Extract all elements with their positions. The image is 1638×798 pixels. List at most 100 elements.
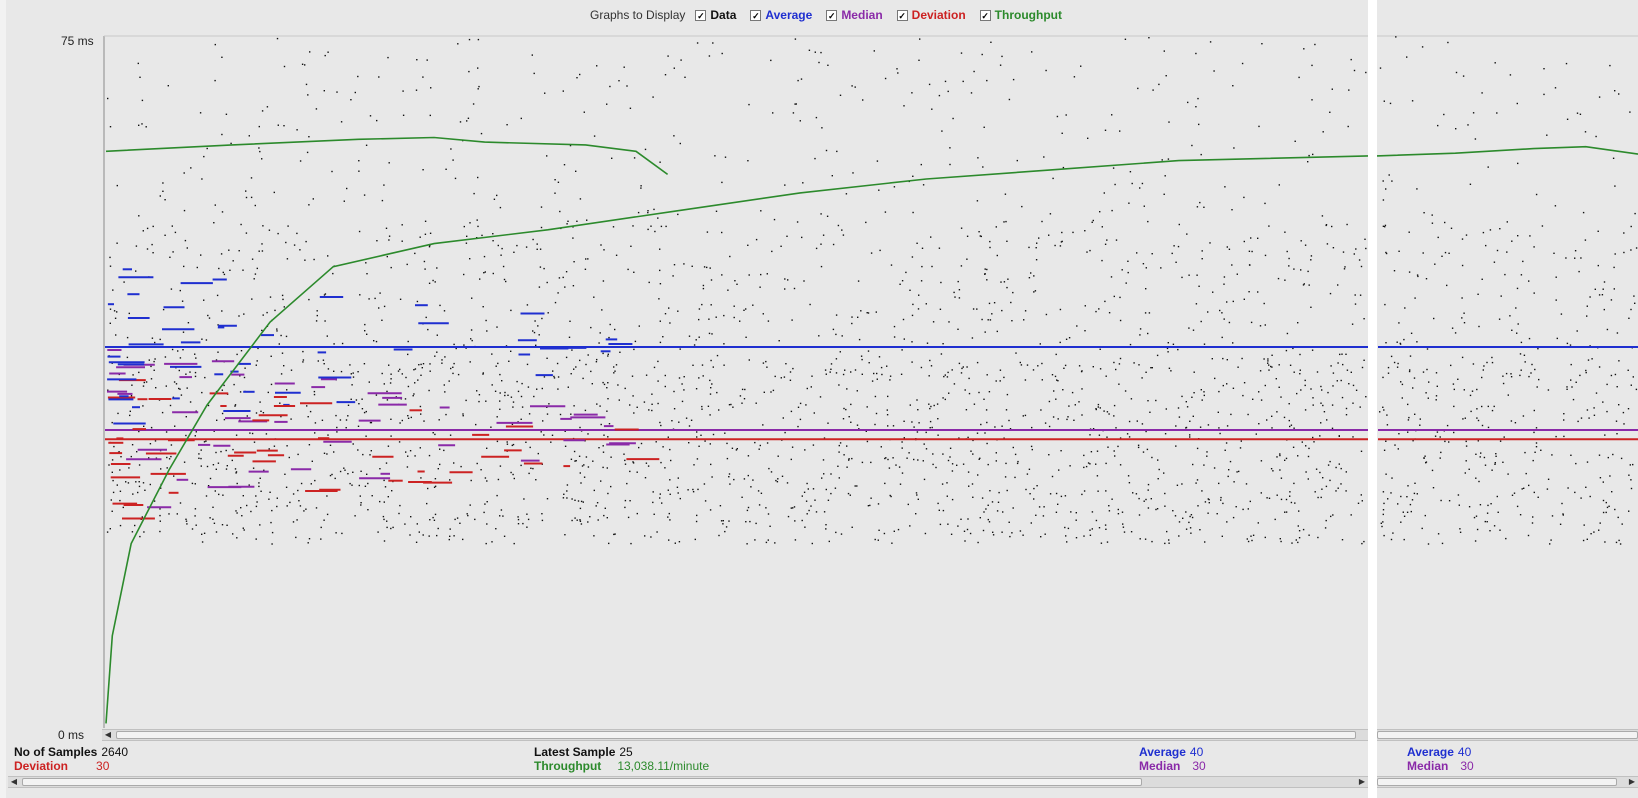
data-point: [576, 519, 578, 521]
data-point: [1379, 67, 1382, 69]
data-point: [506, 441, 508, 443]
data-point: [613, 533, 615, 536]
data-point: [743, 398, 746, 400]
data-point: [696, 431, 698, 433]
data-point: [1024, 379, 1027, 381]
checkbox-icon[interactable]: ✓: [979, 9, 991, 21]
scroll-thumb[interactable]: [116, 731, 1356, 739]
data-point: [1511, 494, 1514, 496]
data-point: [1160, 267, 1162, 269]
scroll-left-arrow-icon[interactable]: ◀: [104, 730, 112, 739]
data-point: [835, 531, 837, 534]
data-point: [1009, 535, 1011, 538]
data-point: [659, 248, 661, 250]
data-point: [430, 87, 432, 89]
data-point: [1045, 313, 1048, 316]
data-point: [1609, 475, 1611, 477]
scroll-thumb[interactable]: [22, 778, 1142, 786]
data-point: [1514, 422, 1517, 424]
data-point: [993, 302, 996, 304]
scroll-right-arrow-icon[interactable]: ▶: [1628, 777, 1636, 786]
data-point: [598, 447, 600, 449]
data-point: [1517, 323, 1519, 325]
data-point: [662, 336, 664, 338]
checkbox-icon[interactable]: ✓: [896, 9, 908, 21]
data-point: [241, 515, 243, 517]
data-point: [350, 398, 352, 400]
data-point: [150, 378, 153, 380]
data-point: [603, 249, 605, 251]
data-point: [1332, 372, 1335, 374]
data-point: [844, 369, 846, 371]
legend-throughput[interactable]: ✓ Throughput: [979, 8, 1062, 22]
scroll-thumb[interactable]: [1377, 731, 1638, 739]
data-point: [360, 504, 362, 506]
data-point: [1443, 113, 1445, 116]
data-point: [386, 520, 388, 522]
data-point: [915, 492, 918, 494]
data-point: [1135, 493, 1138, 495]
data-point: [512, 406, 514, 408]
data-point: [611, 157, 613, 159]
data-point: [1330, 365, 1332, 367]
data-point: [536, 248, 538, 250]
data-point: [434, 355, 436, 357]
data-point: [1509, 74, 1512, 76]
legend-deviation[interactable]: ✓ Deviation: [896, 8, 966, 22]
data-point: [987, 504, 989, 506]
checkbox-icon[interactable]: ✓: [750, 9, 762, 21]
data-point: [1119, 437, 1122, 439]
data-point: [596, 358, 598, 361]
data-point: [142, 405, 144, 407]
panel-horizontal-scrollbar[interactable]: ◀ ▶: [8, 776, 1368, 788]
data-point: [696, 436, 698, 438]
data-point: [966, 366, 968, 368]
data-point: [401, 373, 403, 375]
data-point: [799, 120, 801, 122]
data-point: [505, 280, 507, 283]
data-point: [1499, 228, 1501, 230]
data-point: [730, 403, 732, 406]
scroll-left-arrow-icon[interactable]: ◀: [10, 777, 18, 786]
data-point: [349, 364, 351, 366]
checkbox-icon[interactable]: ✓: [826, 9, 838, 21]
data-point: [131, 444, 134, 446]
scroll-thumb[interactable]: [1377, 778, 1617, 786]
data-point: [1175, 261, 1177, 263]
panel-horizontal-scrollbar-continued[interactable]: ▶: [1377, 776, 1638, 788]
data-point: [1226, 383, 1228, 385]
data-point: [428, 454, 431, 457]
data-point: [1487, 504, 1489, 507]
data-point: [245, 190, 247, 192]
data-point: [470, 329, 473, 331]
graph-horizontal-scrollbar-continued[interactable]: [1377, 729, 1638, 741]
data-point: [526, 304, 529, 306]
data-point: [251, 258, 254, 260]
data-point: [214, 204, 216, 206]
data-point: [886, 365, 888, 367]
checkbox-icon[interactable]: ✓: [695, 9, 707, 21]
legend-data[interactable]: ✓ Data: [695, 8, 737, 22]
data-point: [966, 235, 969, 237]
data-point: [107, 97, 109, 100]
data-point: [179, 289, 181, 292]
legend-average[interactable]: ✓ Average: [750, 8, 813, 22]
data-point: [1279, 538, 1281, 540]
data-point: [1417, 275, 1419, 278]
data-point: [525, 441, 527, 443]
data-point: [483, 511, 485, 514]
data-point: [967, 518, 969, 520]
data-point: [1435, 372, 1438, 374]
data-point: [709, 414, 711, 416]
data-point: [305, 83, 308, 86]
data-point: [1168, 367, 1171, 369]
legend-median[interactable]: ✓ Median: [826, 8, 883, 22]
data-point: [1321, 215, 1324, 217]
data-point: [648, 281, 650, 284]
data-point: [1128, 436, 1131, 438]
data-point: [1063, 367, 1065, 369]
data-point: [569, 144, 572, 147]
data-point: [1014, 476, 1016, 479]
graph-horizontal-scrollbar[interactable]: ◀: [102, 729, 1368, 741]
scroll-right-arrow-icon[interactable]: ▶: [1358, 777, 1366, 786]
